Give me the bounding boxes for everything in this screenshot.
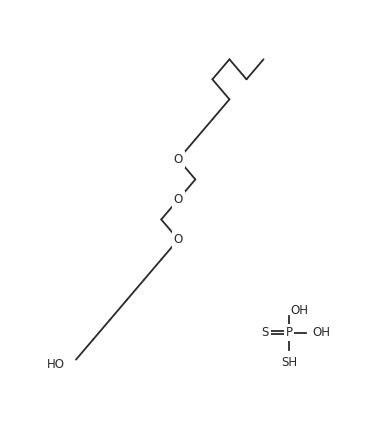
Text: P: P (285, 326, 292, 339)
Text: OH: OH (312, 326, 330, 339)
Text: O: O (174, 193, 183, 206)
Text: HO: HO (47, 358, 65, 371)
Text: OH: OH (291, 304, 308, 317)
Text: O: O (174, 153, 183, 166)
Text: SH: SH (281, 356, 297, 369)
Text: O: O (174, 233, 183, 246)
Text: S: S (262, 326, 269, 339)
